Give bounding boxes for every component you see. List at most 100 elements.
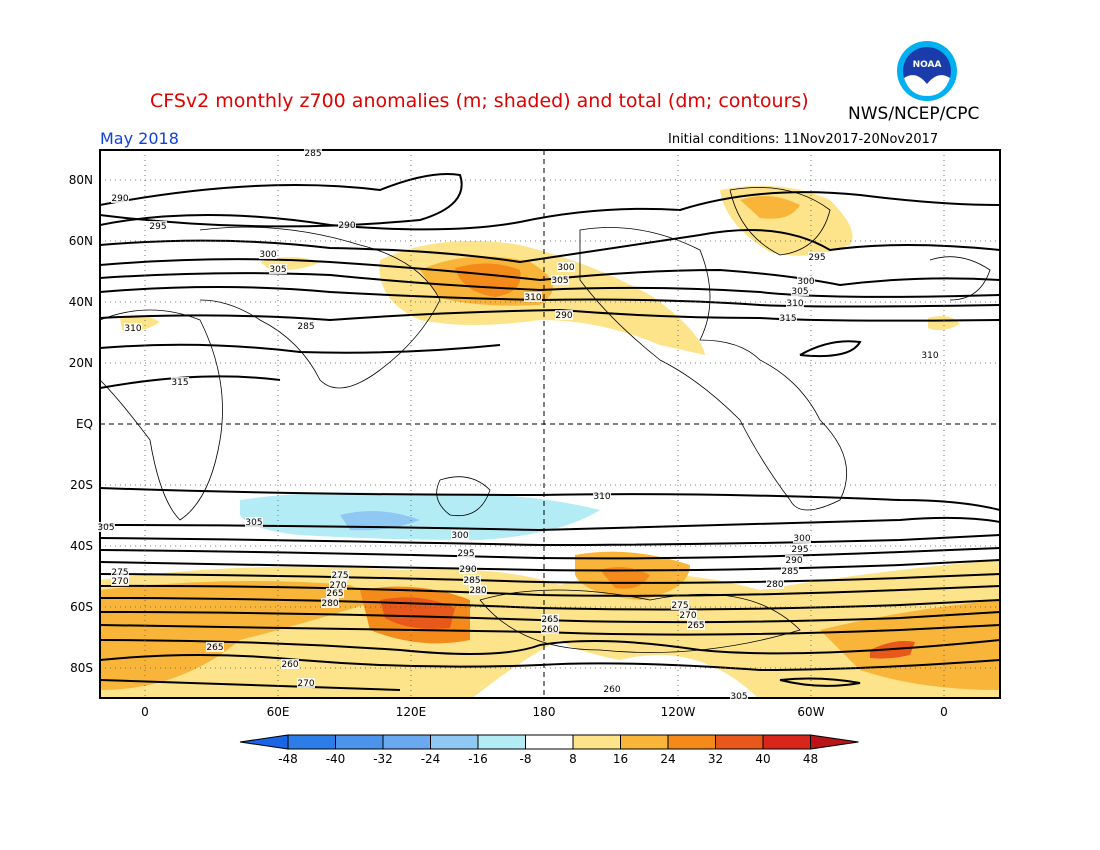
contour-label: 285: [463, 576, 480, 586]
contour-label-bg: [124, 323, 142, 333]
contour-label-bg: [326, 588, 344, 598]
colorbar-swatch: [477, 734, 526, 750]
latitude-label: 80S: [70, 661, 93, 675]
contour-label-bg: [451, 530, 469, 540]
contour-label: 300: [797, 277, 814, 287]
latitude-label: 20S: [70, 478, 93, 492]
contour-label: 295: [457, 549, 474, 559]
colorbar-tick-label: 16: [613, 752, 628, 766]
contour-label-bg: [541, 624, 559, 634]
agency-label: NWS/NCEP/CPC: [848, 104, 980, 124]
contour-label-bg: [269, 264, 287, 274]
colorbar-swatch: [620, 734, 669, 750]
colorbar-swatch: [572, 734, 621, 750]
contour-label: 260: [603, 685, 620, 695]
contour-label-bg: [557, 262, 575, 272]
contour-label: 310: [921, 351, 938, 361]
colorbar-tick-label: -24: [421, 752, 441, 766]
latitude-labels: 80N 60N 40N 20N EQ 20S 40S 60S 80S: [69, 173, 93, 675]
contour-label-bg: [97, 522, 115, 532]
colorbar-tick-label: 32: [708, 752, 723, 766]
contour-label-bg: [111, 193, 129, 203]
contour-label-bg: [329, 580, 347, 590]
contour-label: 300: [557, 263, 574, 273]
map-frame: [99, 149, 1001, 699]
contour-label-bg: [593, 491, 611, 501]
longitude-label: 120W: [661, 705, 696, 719]
contour-label-bg: [111, 576, 129, 586]
contour-label-bg: [781, 566, 799, 576]
noaa-logo-icon: NOAA: [897, 41, 957, 101]
colorbar-ticks: -48 -40 -32 -24 -16 -8 8 16 24 32 40 48: [278, 752, 818, 766]
latitude-label: 20N: [69, 356, 93, 370]
contour-label-bg: [555, 310, 573, 320]
colorbar-swatch: [525, 734, 574, 750]
contour-label-bg: [551, 275, 569, 285]
colorbar-swatch: [715, 734, 764, 750]
contour-label-bg: [463, 575, 481, 585]
latitude-label: 60S: [70, 600, 93, 614]
contour-label: 305: [269, 265, 286, 275]
colorbar-swatch: [762, 734, 811, 750]
contour-label: 305: [551, 276, 568, 286]
contour-label-bg: [111, 567, 129, 577]
contour-label: 275: [111, 568, 128, 578]
colorbar-swatch: [382, 734, 431, 750]
contour-label-bg: [297, 321, 315, 331]
colorbar-swatch: [287, 734, 336, 750]
contour-label: 300: [793, 534, 810, 544]
map-title: CFSv2 monthly z700 anomalies (m; shaded)…: [150, 90, 809, 112]
contour-label-bg: [730, 691, 748, 701]
contour-label: 285: [297, 322, 314, 332]
colorbar-swatch: [667, 734, 716, 750]
contour-label-bg: [459, 564, 477, 574]
contour-label-bg: [603, 684, 621, 694]
colorbar-tick-label: -8: [520, 752, 532, 766]
contour-label: 295: [791, 545, 808, 555]
longitude-label: 0: [141, 705, 149, 719]
contour-label: 260: [541, 625, 558, 635]
colorbar-arrow-high: [810, 734, 859, 750]
longitude-label: 0: [940, 705, 948, 719]
contour-label-bg: [149, 221, 167, 231]
colorbar-tick-label: -32: [373, 752, 393, 766]
longitude-label: 60W: [797, 705, 824, 719]
contour-label-bg: [779, 313, 797, 323]
contour-label: 300: [259, 250, 276, 260]
contour-label-bg: [687, 620, 705, 630]
colorbar-tick-label: 8: [569, 752, 577, 766]
contour-label-bg: [921, 350, 939, 360]
contour-label: 295: [149, 222, 166, 232]
contour-label: 315: [779, 314, 796, 324]
contour-label: 310: [786, 299, 803, 309]
colorbar-swatch: [335, 734, 384, 750]
contour-label-bg: [338, 220, 356, 230]
forecast-month: May 2018: [100, 129, 179, 148]
contour-label-bg: [679, 610, 697, 620]
longitude-label: 120E: [396, 705, 427, 719]
contour-label: 265: [206, 643, 223, 653]
contour-label-bg: [785, 555, 803, 565]
contour-label-bg: [469, 585, 487, 595]
latitude-label: EQ: [76, 417, 93, 431]
contour-label: 260: [281, 660, 298, 670]
contour-label: 315: [171, 378, 188, 388]
contour-label-bg: [331, 570, 349, 580]
contour-label-bg: [541, 614, 559, 624]
contour-label: 290: [111, 194, 128, 204]
contour-label-bg: [206, 642, 224, 652]
contour-label: 290: [785, 556, 802, 566]
contour-label-bg: [791, 286, 809, 296]
contour-label-bg: [297, 678, 315, 688]
contour-label: 310: [524, 293, 541, 303]
colorbar-arrow-low: [239, 734, 289, 750]
colorbar-swatch: [430, 734, 479, 750]
contour-label-bg: [281, 659, 299, 669]
contour-label-bg: [797, 276, 815, 286]
colorbar-tick-label: -48: [278, 752, 298, 766]
contour-label: 290: [555, 311, 572, 321]
contour-label: 265: [326, 589, 343, 599]
noaa-logo-text: NOAA: [913, 60, 942, 70]
contour-label-bg: [808, 252, 826, 262]
